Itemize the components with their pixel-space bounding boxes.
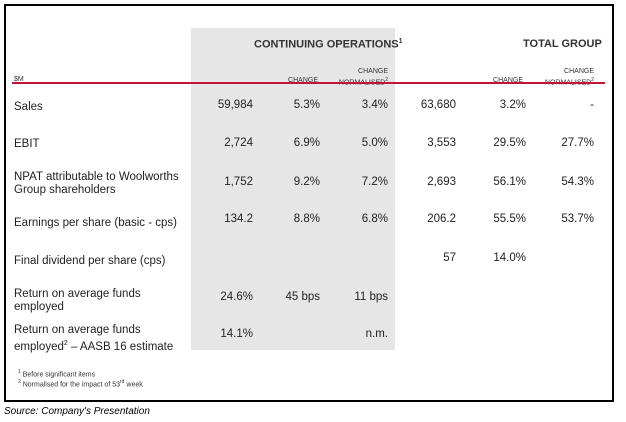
table-cell: 9.2% — [293, 176, 320, 188]
table-cell: 57 — [443, 252, 456, 264]
table-cell: 3.2% — [499, 99, 526, 111]
table-cell: 2,693 — [427, 176, 456, 188]
footnote-1: 1 Before significant items — [18, 369, 96, 379]
row-label-ebit: EBIT — [14, 138, 40, 150]
table-cell: 5.0% — [361, 137, 388, 149]
table-cell: 55.5% — [493, 213, 526, 225]
table-cell: 3.4% — [361, 99, 388, 111]
table-cell: 7.2% — [361, 176, 388, 188]
table-cell: 6.8% — [361, 213, 388, 225]
table-cell: 53.7% — [561, 213, 594, 225]
header-divider — [12, 82, 605, 84]
table-cell: 54.3% — [561, 176, 594, 188]
table-cell: 206.2 — [427, 213, 456, 225]
source-caption: Source: Company's Presentation — [4, 406, 150, 417]
change-header-continuing: CHANGE — [288, 77, 318, 84]
table-cell: 63,680 — [420, 99, 456, 111]
row-label-roafe: Return on average funds employed — [14, 288, 141, 313]
table-cell: 134.2 — [224, 213, 253, 225]
table-cell: 3,553 — [427, 137, 456, 149]
change-normalised-header-continuing: CHANGENORMALISED2 — [339, 68, 388, 86]
continuing-operations-header: CONTINUING OPERATIONS1 — [254, 38, 403, 51]
table-cell: 27.7% — [561, 137, 594, 149]
table-cell: 45 bps — [285, 291, 320, 303]
unit-label: $M — [14, 76, 24, 83]
row-label-sales: Sales — [14, 101, 43, 113]
row-label-npat: NPAT attributable to Woolworths Group sh… — [14, 171, 179, 196]
continuing-operations-band — [191, 28, 395, 350]
table-cell: 56.1% — [493, 176, 526, 188]
footnote-2: 2 Normalised for the impact of 53rd week — [18, 379, 143, 389]
table-cell: 6.9% — [293, 137, 320, 149]
table-cell: 2,724 — [224, 137, 253, 149]
table-cell: 5.3% — [293, 99, 320, 111]
table-cell: 11 bps — [354, 291, 388, 303]
table-cell: 29.5% — [493, 137, 526, 149]
row-label-eps: Earnings per share (basic - cps) — [14, 217, 177, 229]
change-normalised-header-total: CHANGENORMALISED2 — [545, 68, 594, 86]
table-cell: 1,752 — [224, 176, 253, 188]
table-cell: 14.1% — [220, 328, 253, 340]
total-group-header: TOTAL GROUP — [523, 38, 602, 50]
table-cell: - — [590, 99, 594, 111]
table-cell: n.m. — [365, 328, 388, 340]
table-cell: 8.8% — [293, 213, 320, 225]
change-header-total: CHANGE — [493, 77, 523, 84]
table-cell: 59,984 — [217, 99, 253, 111]
table-cell: 24.6% — [220, 291, 253, 303]
row-label-final-dividend: Final dividend per share (cps) — [14, 255, 166, 267]
table-cell: 14.0% — [493, 252, 526, 264]
row-label-roafe-aasb16: Return on average funds employed2 – AASB… — [14, 324, 174, 353]
